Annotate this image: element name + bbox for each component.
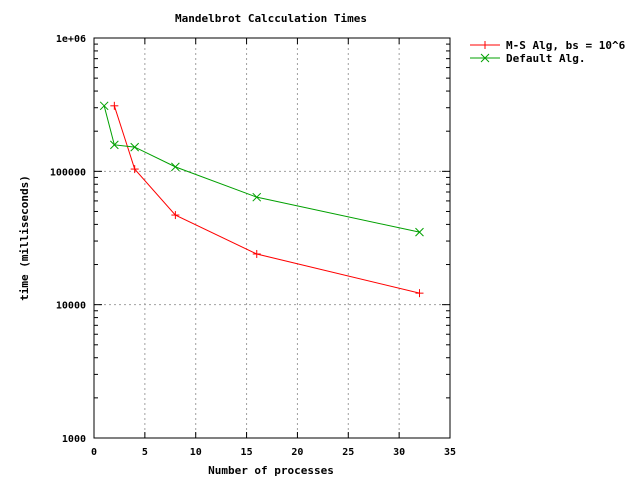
grid-lines [94, 38, 450, 438]
data-point-1 [110, 101, 119, 110]
data-point-2 [252, 192, 262, 202]
y-axis-label: time (milliseconds) [18, 175, 31, 301]
data-point-1 [171, 211, 180, 220]
plot-frame [93, 37, 451, 439]
x-tick-label: 20 [291, 447, 303, 458]
series-layer [99, 101, 424, 298]
data-point-2 [171, 162, 180, 172]
x-tick-label: 15 [241, 447, 253, 458]
x-axis-label: Number of processes [208, 464, 334, 477]
y-tick-label: 100000 [50, 167, 86, 178]
legend-label: M-S Alg, bs = 10^6 [506, 39, 626, 52]
legend-marker [481, 41, 489, 49]
data-point-2 [109, 140, 119, 150]
x-tick-label: 5 [142, 447, 148, 458]
chart-title: Mandelbrot Calcculation Times [175, 12, 367, 25]
x-tick-label: 30 [393, 447, 405, 458]
axis-ticks: 0 5 10 15 20 25 30 35 1000 10000 100000 1e+06 [50, 34, 456, 458]
data-point-2 [415, 227, 424, 237]
data-point-2 [130, 142, 140, 152]
x-tick-label: 0 [91, 447, 97, 458]
data-point-1 [130, 165, 139, 174]
legend-marker [480, 53, 490, 63]
y-tick-label: 1000 [62, 434, 86, 445]
legend-label: Default Alg. [506, 52, 585, 65]
series-line-2 [103, 105, 420, 233]
data-point-1 [415, 289, 424, 298]
y-tick-label: 1e+06 [56, 34, 86, 45]
data-point-2 [99, 101, 109, 111]
y-tick-label: 10000 [56, 301, 86, 312]
x-tick-label: 35 [444, 447, 456, 458]
data-point-1 [252, 249, 261, 258]
x-tick-label: 10 [190, 447, 202, 458]
x-tick-label: 25 [342, 447, 354, 458]
